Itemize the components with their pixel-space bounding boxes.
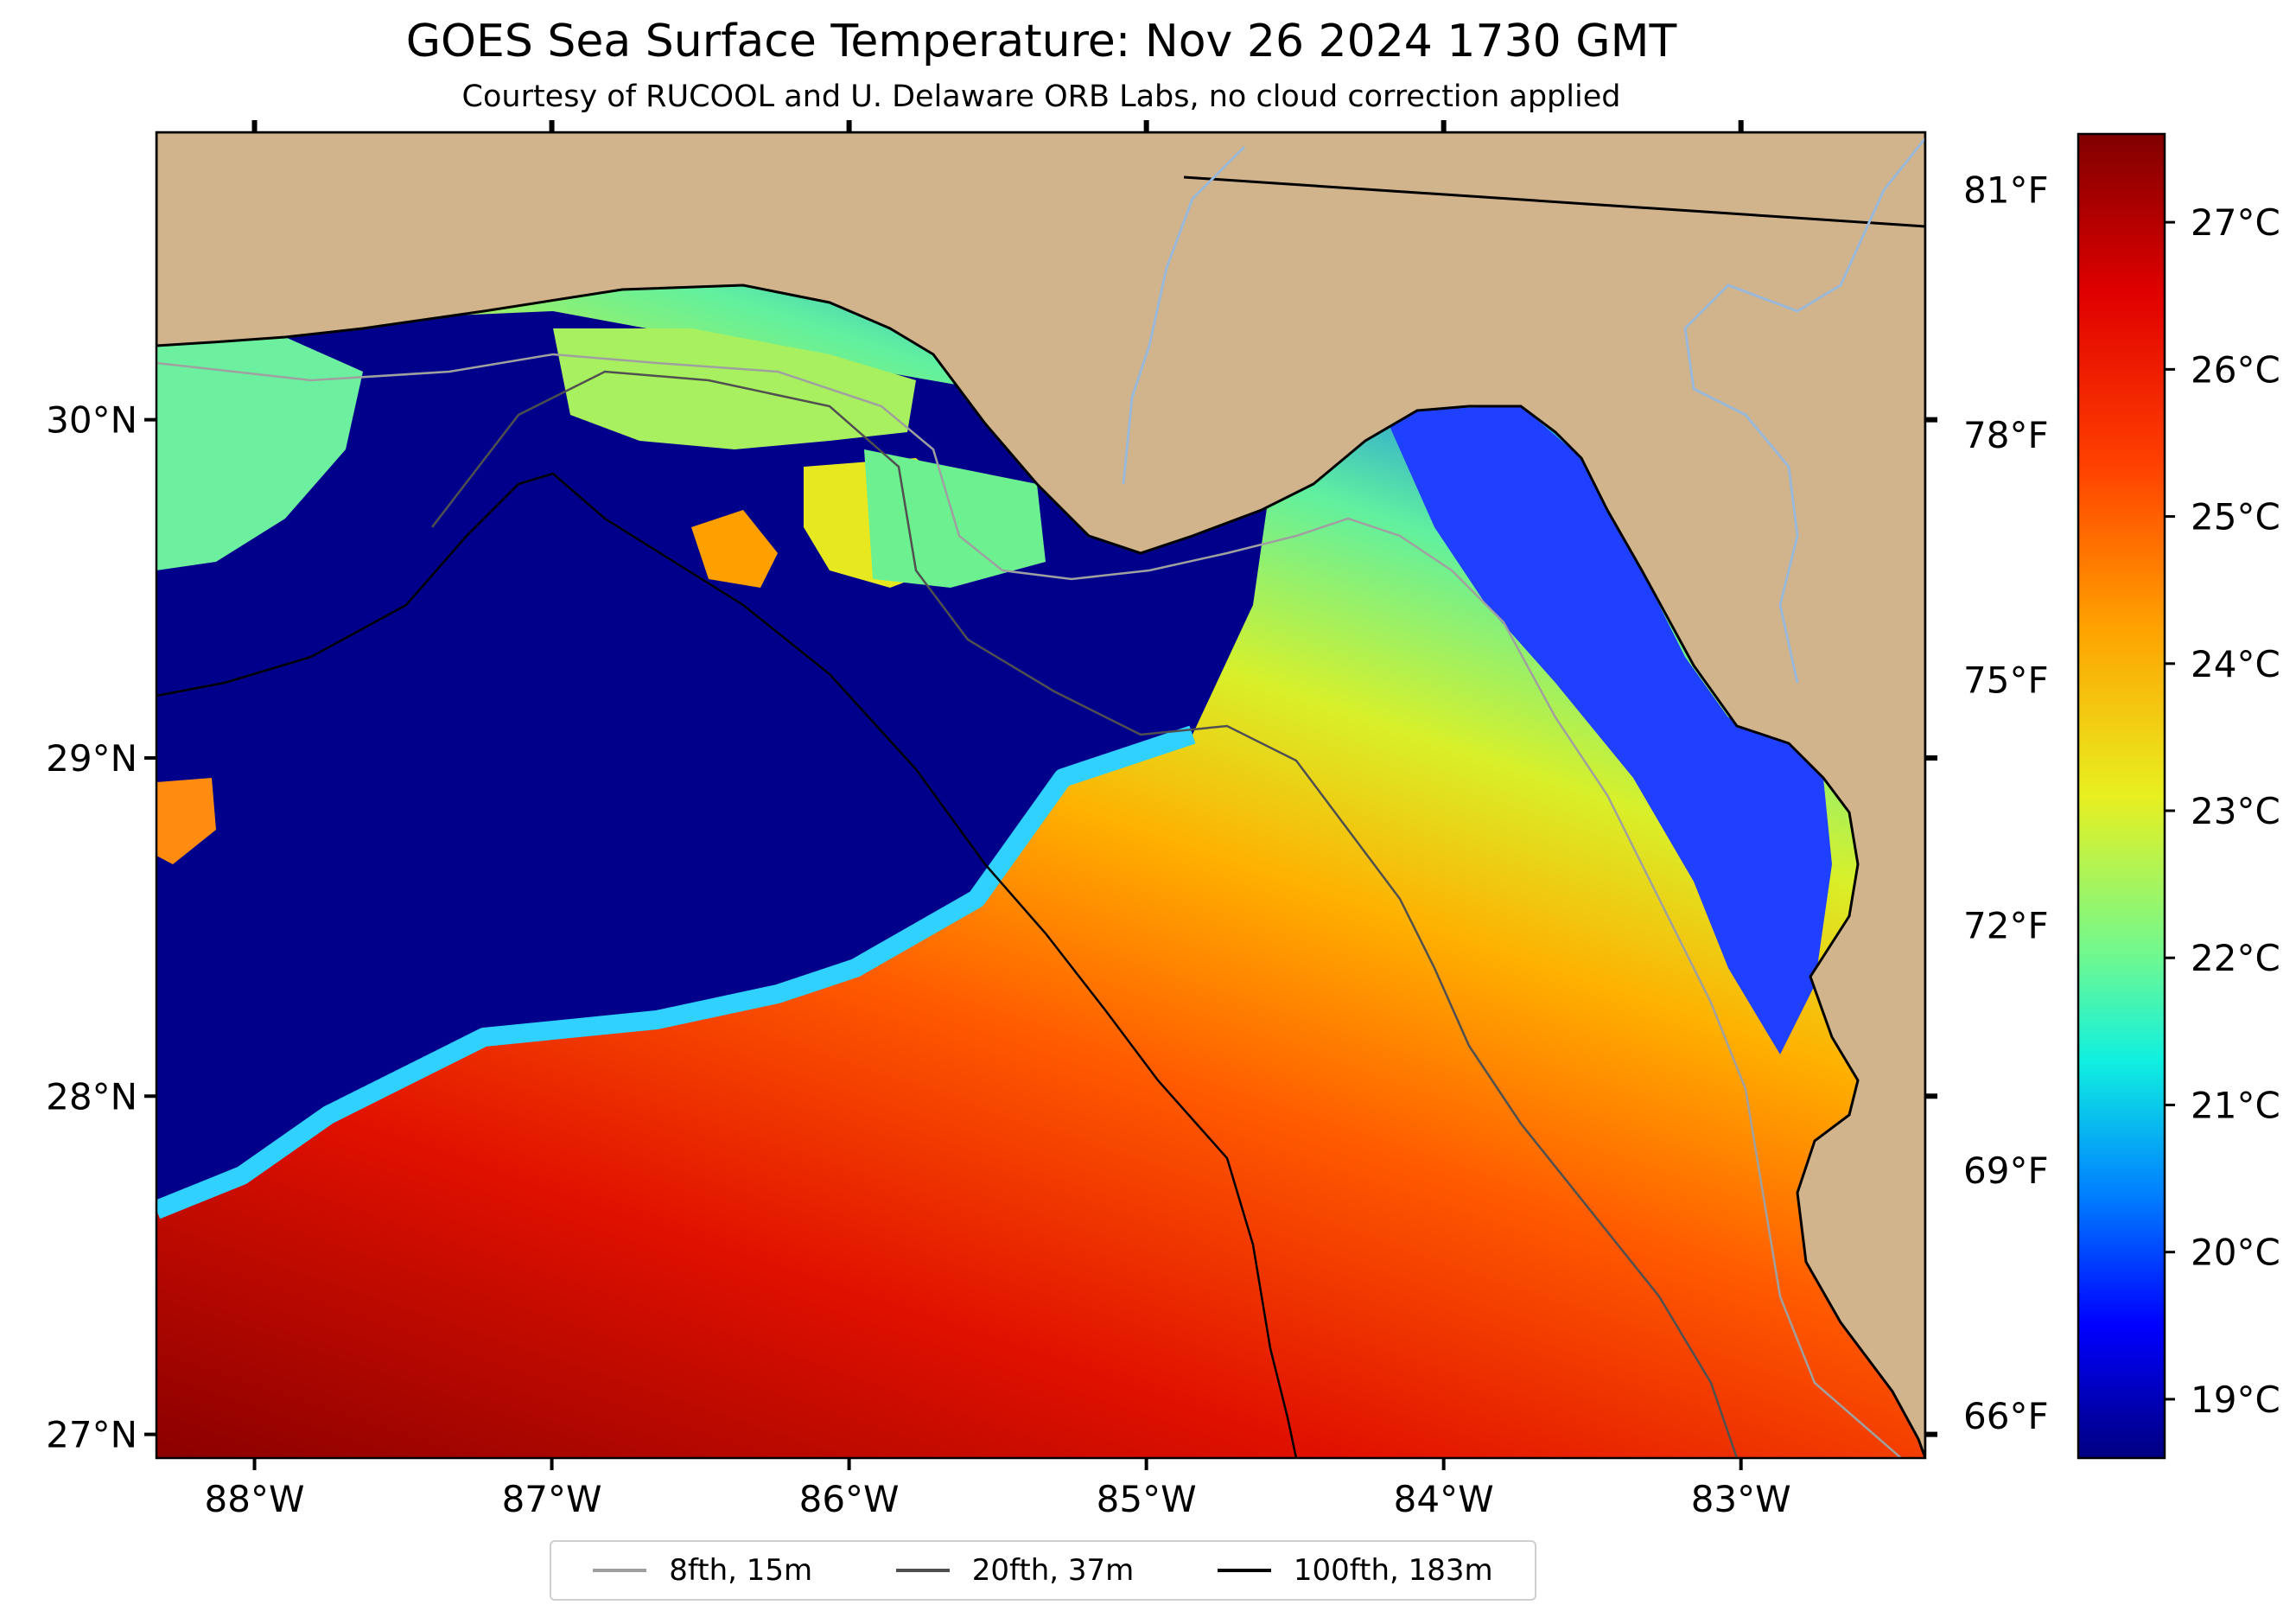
colorbar-tick-label: 22°C [2191,937,2280,979]
lon-tick-label: 88°W [205,1478,305,1520]
map-subtitle: Courtesy of RUCOOL and U. Delaware ORB L… [461,80,1621,114]
green-patch-central [553,328,916,449]
lon-tick-label: 83°W [1691,1478,1791,1520]
contour-8fth [156,353,1902,1458]
orange-patch-west [156,778,216,864]
legend-item-100fth: 100fth, 183m [1217,1553,1493,1588]
land [156,132,1925,1458]
fahrenheit-ticks: 81°F 78°F 75°F 72°F 69°F 66°F [1963,169,2049,1437]
legend-swatch-100fth [1217,1569,1271,1572]
fahrenheit-tick-label: 69°F [1963,1150,2049,1192]
contour-20fth [431,370,1739,1458]
map-title: GOES Sea Surface Temperature: Nov 26 202… [405,16,1677,67]
legend-label-100fth: 100fth, 183m [1293,1553,1493,1588]
sst-map [156,132,1925,1458]
colorbar-tick-label: 24°C [2191,643,2280,685]
orange-patch [691,510,778,588]
lat-tick-label: 29°N [46,737,137,780]
fahrenheit-tick-label: 81°F [1963,169,2049,211]
fahrenheit-tick-label: 66°F [1963,1395,2049,1437]
legend-label-20fth: 20fth, 37m [971,1553,1135,1588]
lon-tick-label: 87°W [502,1478,602,1520]
state-border [1183,175,1925,228]
legend-item-8fth: 8fth, 15m [593,1553,812,1588]
lat-tick-label: 27°N [46,1414,137,1456]
colorbar [2077,132,2166,1460]
lat-tick-label: 28°N [46,1075,137,1118]
legend-label-8fth: 8fth, 15m [669,1553,813,1588]
colorbar-tick-label: 27°C [2191,201,2280,244]
map-frame [155,131,1927,1460]
cold-fringe [156,725,1196,1220]
lon-tick-label: 85°W [1097,1478,1197,1520]
colorbar-tick-label: 23°C [2191,790,2280,832]
longitude-ticks: 88°W 87°W 86°W 85°W 84°W 83°W [205,120,1791,1520]
big-bend-blue [1383,406,1832,1054]
lon-tick-label: 86°W [799,1478,900,1520]
river-east [1683,137,1925,684]
colorbar-tick-label: 25°C [2191,496,2280,538]
fahrenheit-tick-label: 72°F [1963,904,2049,946]
colorbar-tick-label: 19°C [2191,1379,2280,1421]
colorbar-tick-label: 26°C [2191,348,2280,391]
latitude-ticks: 30°N 29°N 28°N 27°N [46,399,1937,1456]
colorbar-tick-label: 20°C [2191,1232,2280,1274]
colorbar-tick-label: 21°C [2191,1084,2280,1126]
river-west [1122,145,1246,485]
legend-item-20fth: 20fth, 37m [895,1553,1135,1588]
lon-tick-label: 84°W [1394,1478,1494,1520]
fahrenheit-tick-label: 78°F [1963,414,2049,456]
lat-tick-label: 30°N [46,399,137,442]
contour-100fth [156,472,1298,1458]
legend-swatch-20fth [895,1569,950,1572]
fahrenheit-tick-label: 75°F [1963,659,2049,702]
legend-swatch-8fth [593,1569,647,1572]
colorbar-ticks: 27°C 26°C 25°C 24°C 23°C 22°C 21°C 20°C 19°C [2165,201,2280,1421]
depth-legend: 8fth, 15m 20fth, 37m 100fth, 183m [550,1540,1536,1601]
green-patch-west [156,337,363,570]
